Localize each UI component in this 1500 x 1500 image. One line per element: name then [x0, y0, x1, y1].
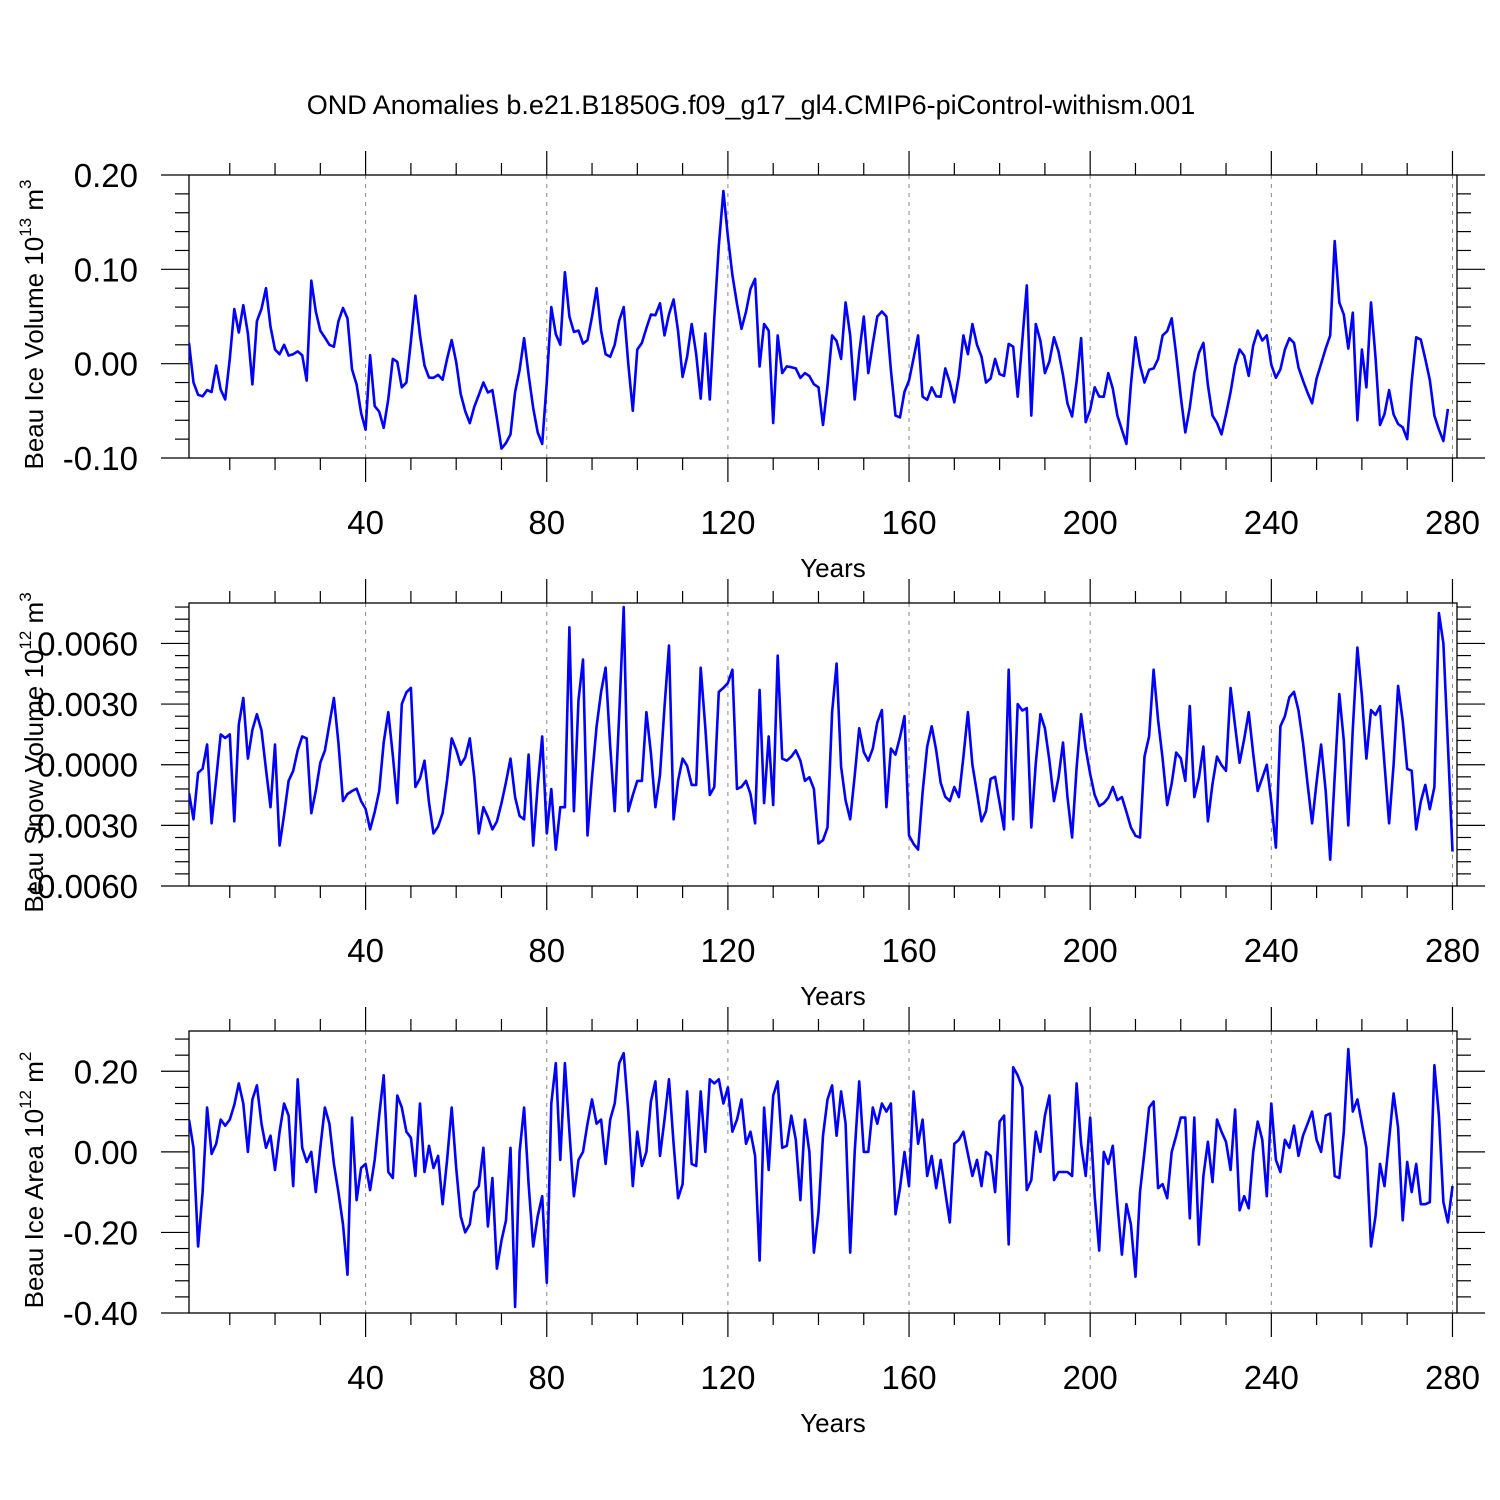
- chart-title: OND Anomalies b.e21.B1850G.f09_g17_gl4.C…: [307, 90, 1195, 120]
- y-axis-label: Beau Ice Volume 1013 m3: [16, 180, 49, 470]
- panels: -0.10 0.00 0.10 0.20 40 80 120 160 200 240 280 Year…: [16, 151, 1485, 1438]
- y-axis-label: Beau Ice Area 1012 m2: [16, 1052, 49, 1309]
- x-tick-label: 120: [700, 1359, 755, 1396]
- x-tick-label: 240: [1244, 932, 1299, 969]
- chart-panel-2: -0.0060 -0.0030 0.0000 0.0030 0.0060 40 80 120 1…: [16, 579, 1485, 1011]
- y-tick-label: 0.00: [74, 1134, 138, 1171]
- x-tick-label: 40: [347, 932, 384, 969]
- series-line-1: [189, 189, 1450, 450]
- x-tick-label: 280: [1425, 1359, 1480, 1396]
- series-line-3: [189, 1047, 1454, 1309]
- x-tick-label: 240: [1244, 1359, 1299, 1396]
- series-line-2: [189, 605, 1454, 861]
- chart-panel-1: -0.10 0.00 0.10 0.20 40 80 120 160 200 240 280 Year…: [16, 151, 1485, 583]
- y-tick-label: 0.00: [74, 346, 138, 383]
- x-tick-label: 280: [1425, 504, 1480, 541]
- y-tick-label: 0.0030: [37, 686, 138, 723]
- x-tick-label: 200: [1063, 932, 1118, 969]
- x-axis-label: Years: [800, 981, 866, 1011]
- x-tick-label: 120: [700, 504, 755, 541]
- y-tick-label: 0.0060: [37, 625, 138, 662]
- x-tick-label: 200: [1063, 1359, 1118, 1396]
- x-tick-label: 200: [1063, 504, 1118, 541]
- y-tick-label: 0.20: [74, 1053, 138, 1090]
- y-tick-label: 0.0000: [37, 747, 138, 784]
- y-tick-label: -0.40: [63, 1295, 138, 1332]
- x-tick-label: 120: [700, 932, 755, 969]
- x-tick-label: 80: [528, 932, 565, 969]
- x-axis-label: Years: [800, 553, 866, 583]
- chart-panel-3: -0.40 -0.20 0.00 0.20 40 80 120 160 200 240 280 Yea…: [16, 1007, 1485, 1438]
- plot-frame: [188, 174, 1458, 459]
- x-tick-label: 160: [882, 932, 937, 969]
- y-tick-label: -0.20: [63, 1214, 138, 1251]
- x-tick-label: 80: [528, 1359, 565, 1396]
- plot-frame: [188, 1030, 1458, 1314]
- x-tick-label: 240: [1244, 504, 1299, 541]
- x-tick-label: 80: [528, 504, 565, 541]
- x-tick-label: 40: [347, 1359, 384, 1396]
- y-tick-label: -0.10: [63, 440, 138, 477]
- y-tick-label: 0.10: [74, 251, 138, 288]
- x-tick-label: 280: [1425, 932, 1480, 969]
- y-tick-label: 0.20: [74, 157, 138, 194]
- x-tick-label: 160: [882, 1359, 937, 1396]
- y-axis-label: Beau Snow Volume 1012 m3: [16, 592, 49, 912]
- plot-frame: [188, 602, 1458, 887]
- x-axis-label: Years: [800, 1408, 866, 1438]
- x-tick-label: 160: [882, 504, 937, 541]
- x-tick-label: 40: [347, 504, 384, 541]
- y-tick-label: -0.0030: [26, 807, 138, 844]
- y-tick-label: -0.0060: [26, 868, 138, 905]
